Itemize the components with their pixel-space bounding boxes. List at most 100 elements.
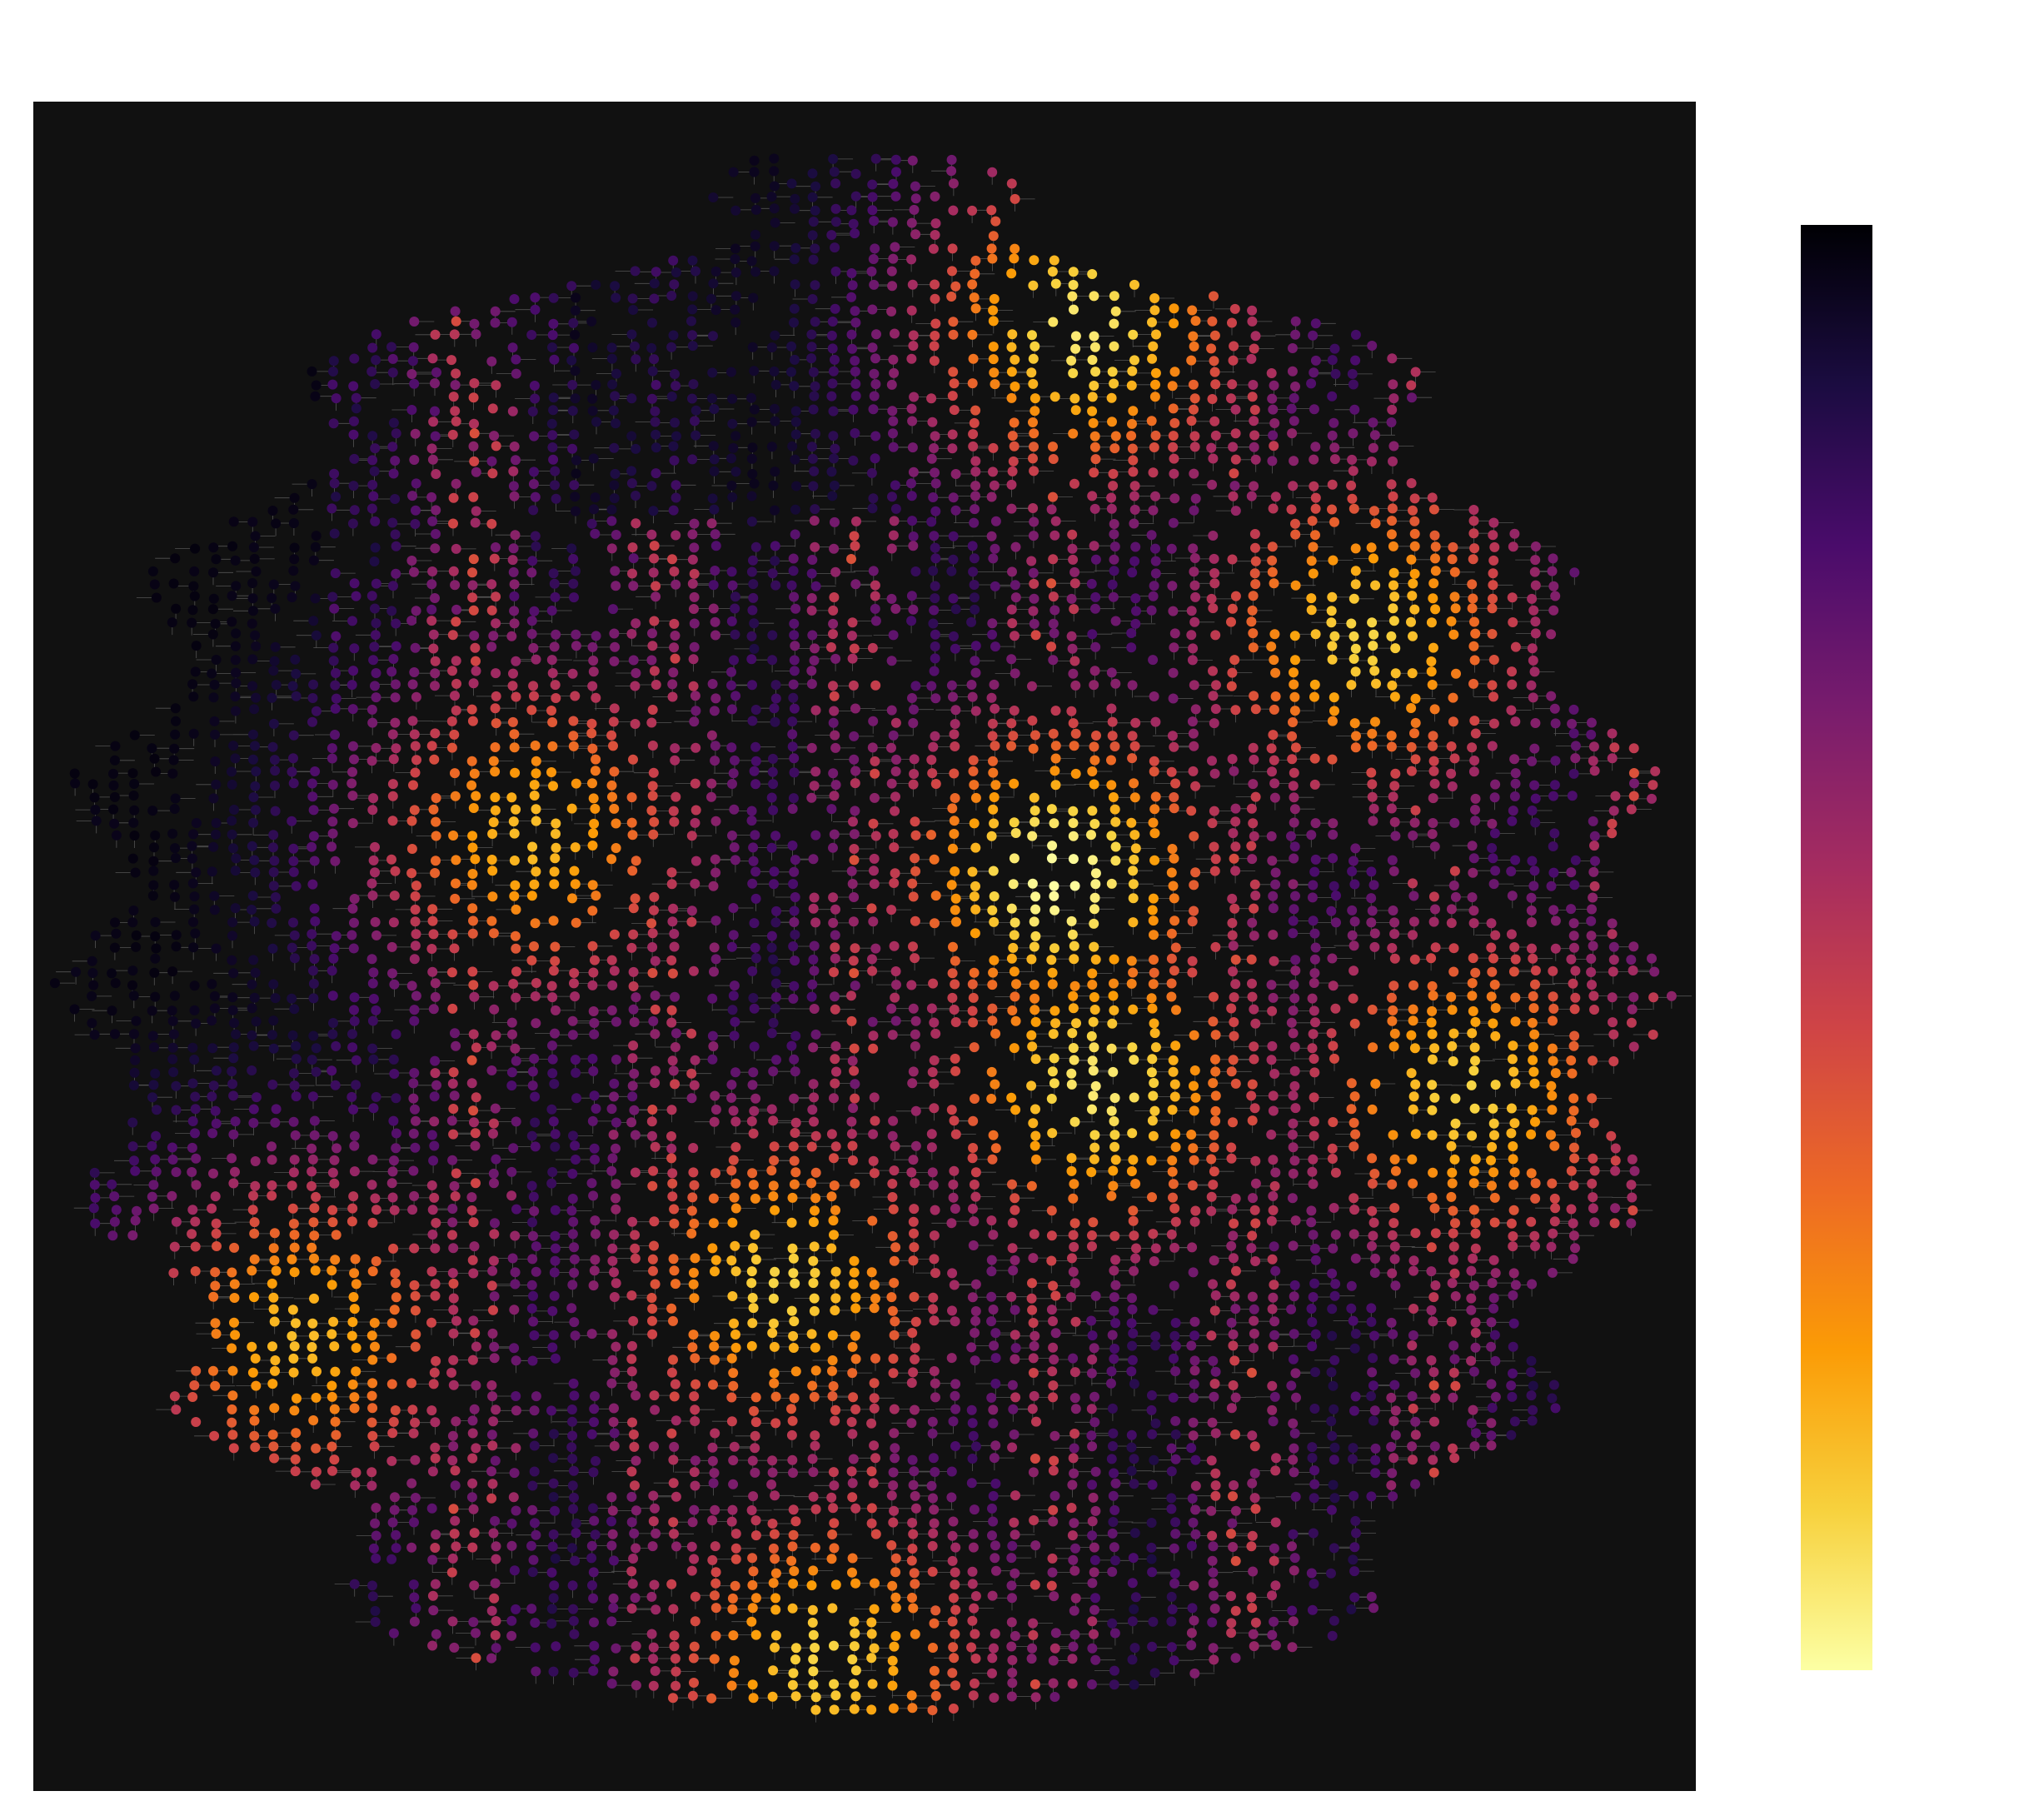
- street-node: [788, 1343, 799, 1353]
- street-node: [1388, 580, 1398, 591]
- street-node: [150, 953, 161, 964]
- street-node: [1487, 1141, 1498, 1152]
- street-node: [990, 1440, 1001, 1451]
- street-node: [986, 1094, 997, 1104]
- street-node: [1168, 1392, 1179, 1403]
- street-node: [1548, 1379, 1559, 1390]
- street-node: [1188, 766, 1199, 776]
- street-node: [728, 442, 739, 453]
- street-node: [1189, 741, 1199, 751]
- street-node: [1288, 1454, 1299, 1465]
- street-node: [647, 928, 658, 939]
- street-node: [1207, 479, 1218, 490]
- street-node: [1148, 341, 1159, 352]
- street-node: [1006, 1553, 1017, 1564]
- street-node: [387, 779, 398, 790]
- street-node: [1346, 1104, 1357, 1115]
- street-node: [369, 1318, 380, 1328]
- street-node: [471, 1042, 481, 1053]
- street-node: [750, 830, 760, 841]
- street-node: [1308, 541, 1319, 552]
- street-node: [1588, 816, 1598, 826]
- street-node: [509, 579, 520, 590]
- street-node: [1570, 741, 1581, 751]
- street-node: [571, 629, 581, 640]
- street-node: [167, 1005, 177, 1016]
- street-node: [1067, 1530, 1078, 1541]
- street-node: [528, 1290, 538, 1301]
- street-node: [1130, 1253, 1141, 1264]
- street-node: [1328, 853, 1339, 864]
- street-node: [947, 1555, 958, 1566]
- street-node: [647, 1541, 658, 1552]
- street-node: [1149, 955, 1159, 965]
- street-node: [687, 393, 697, 404]
- street-node: [491, 668, 501, 679]
- street-node: [1406, 741, 1417, 752]
- street-node: [669, 941, 680, 952]
- street-node: [1309, 1116, 1319, 1127]
- street-node: [1066, 915, 1077, 926]
- street-node: [409, 1190, 420, 1201]
- street-node: [1327, 355, 1338, 366]
- street-node: [808, 903, 819, 914]
- street-node: [1107, 1528, 1118, 1539]
- street-node: [1126, 1465, 1137, 1476]
- street-node: [1229, 1218, 1239, 1229]
- street-node: [209, 1003, 220, 1014]
- street-node: [1089, 431, 1100, 442]
- street-node: [1069, 1443, 1079, 1454]
- street-node: [748, 592, 759, 603]
- street-node: [1367, 656, 1378, 666]
- street-node: [450, 1028, 460, 1039]
- street-node: [1447, 1278, 1458, 1289]
- street-node: [1229, 481, 1240, 491]
- street-node: [329, 943, 340, 954]
- street-node: [311, 1191, 322, 1202]
- street-node: [386, 1318, 397, 1329]
- street-node: [388, 1115, 399, 1126]
- street-node: [371, 1530, 381, 1541]
- street-node: [210, 1318, 221, 1329]
- street-node: [908, 891, 919, 902]
- street-node: [1166, 953, 1177, 964]
- street-node: [509, 828, 520, 839]
- street-node: [1068, 718, 1079, 729]
- street-node: [287, 592, 297, 602]
- street-node: [710, 630, 720, 641]
- street-node: [631, 1390, 641, 1401]
- street-node: [908, 330, 919, 341]
- street-node: [1526, 680, 1537, 691]
- street-node: [810, 917, 821, 928]
- street-node: [1246, 841, 1257, 851]
- street-node: [1447, 554, 1458, 565]
- street-node: [710, 1541, 720, 1552]
- street-node: [567, 1030, 578, 1040]
- street-node: [750, 204, 761, 215]
- street-node: [171, 1105, 182, 1115]
- street-node: [1448, 1241, 1459, 1252]
- street-node: [1510, 1016, 1521, 1027]
- street-node: [889, 1505, 900, 1516]
- street-node: [506, 317, 517, 327]
- street-node: [1326, 606, 1337, 616]
- street-node: [548, 1529, 559, 1539]
- street-node: [152, 1105, 162, 1115]
- street-node: [546, 1567, 557, 1578]
- street-node: [1388, 906, 1398, 915]
- street-node: [887, 406, 898, 417]
- street-node: [430, 378, 440, 389]
- street-node: [627, 1340, 637, 1351]
- street-node: [830, 942, 840, 953]
- street-node: [710, 741, 720, 751]
- street-node: [1329, 1053, 1339, 1064]
- street-node: [308, 805, 319, 816]
- street-node: [849, 892, 860, 902]
- street-node: [1088, 1217, 1099, 1228]
- street-node: [1287, 731, 1298, 741]
- street-node: [1109, 554, 1119, 565]
- street-node: [649, 553, 660, 564]
- street-node: [287, 942, 297, 953]
- street-node: [1368, 816, 1378, 826]
- street-node: [426, 1266, 437, 1277]
